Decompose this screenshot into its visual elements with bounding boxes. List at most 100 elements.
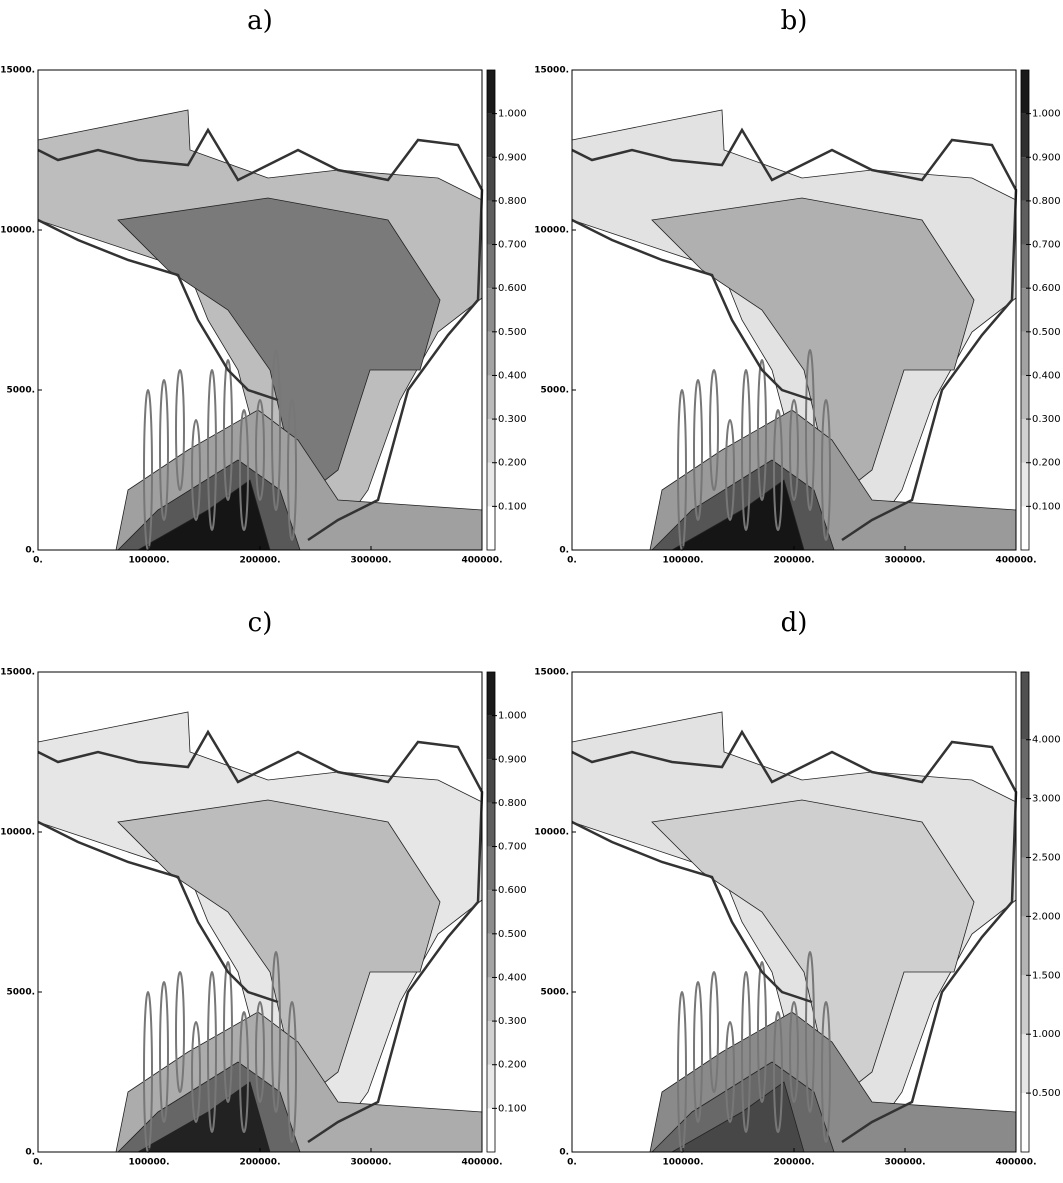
colorbar-label: 0.700 (498, 240, 527, 251)
contour-region (651, 799, 975, 1103)
x-tick-label: 400000. (996, 1158, 1037, 1168)
x-tick-label: 100000. (663, 556, 704, 566)
y-tick-label: 5000. (541, 386, 569, 396)
contour-field (571, 109, 1018, 551)
colorbar-frame (1020, 69, 1030, 551)
contour-loop (159, 981, 169, 1123)
panel: a)0. 100000. 200000. 300000. 400000.0.5000.1… (0, 6, 526, 566)
contour-loop (207, 369, 217, 531)
colorbar-label: 4.000 (1032, 735, 1061, 746)
colorbar-label: 0.200 (498, 1060, 527, 1071)
contour-loop (287, 1001, 297, 1143)
contour-loop (757, 961, 767, 1103)
x-tick-label: 200000. (240, 556, 281, 566)
y-tick-label: 0. (559, 546, 569, 556)
colorbar-band (487, 846, 495, 891)
x-tick-label: 100000. (129, 556, 170, 566)
colorbar-label: 1.500 (1032, 970, 1061, 981)
y-tick-label: 10000. (534, 226, 569, 236)
colorbar-label: 0.900 (1032, 152, 1061, 163)
colorbar-band (1021, 157, 1029, 201)
colorbar-band (1021, 375, 1029, 420)
colorbar-label: 0.400 (1032, 370, 1061, 381)
colorbar-band (487, 200, 495, 245)
colorbar-band (487, 1021, 495, 1065)
y-tick-label: 0. (559, 1148, 569, 1158)
x-tick-label: 100000. (129, 1158, 170, 1168)
contour-loop (725, 419, 735, 521)
contour-loop (271, 349, 281, 511)
y-tick-label: 5000. (7, 386, 35, 396)
contour-loop (741, 971, 751, 1133)
colorbar-band (1021, 200, 1029, 245)
x-tick-label: 400000. (996, 556, 1037, 566)
y-tick-label: 10000. (0, 226, 35, 236)
y-tick-label: 15000. (0, 66, 35, 76)
colorbar-label: 0.800 (498, 798, 527, 809)
x-tick-label: 400000. (462, 556, 503, 566)
colorbar-label: 2.000 (1032, 911, 1061, 922)
contour-loop (741, 369, 751, 531)
panel-title: a) (247, 6, 273, 36)
colorbar-label: 0.500 (498, 929, 527, 940)
contour-loop (805, 349, 815, 511)
panel: c)0. 100000. 200000. 300000. 400000.0.5000.1… (0, 608, 526, 1168)
colorbar-band (1021, 857, 1029, 917)
colorbar-band (487, 113, 495, 158)
contour-loop (159, 379, 169, 521)
y-tick-label: 15000. (534, 668, 569, 678)
colorbar-band (487, 759, 495, 803)
colorbar-band (487, 715, 495, 760)
colorbar-band (487, 802, 495, 847)
colorbar-band (1021, 798, 1029, 858)
panel-title: b) (781, 6, 808, 36)
contour-loop (287, 399, 297, 541)
contour-loop (709, 971, 719, 1093)
x-tick-label: 300000. (351, 1158, 392, 1168)
cloud-outline (37, 127, 484, 542)
colorbar-band (1021, 331, 1029, 376)
contour-loop (789, 1001, 799, 1103)
colorbar-label: 0.400 (498, 972, 527, 983)
colorbar-band (487, 288, 495, 332)
y-tick-label: 5000. (541, 988, 569, 998)
contour-field (571, 711, 1018, 1153)
colorbar-label: 0.200 (498, 458, 527, 469)
contour-loop (223, 961, 233, 1103)
colorbar-band (487, 419, 495, 463)
contour-region (117, 799, 441, 1103)
contour-loop (693, 981, 703, 1123)
colorbar-label: 0.300 (498, 414, 527, 425)
colorbar-label: 1.000 (1032, 1029, 1061, 1040)
panel: d)0. 100000. 200000. 300000. 400000.0.5000.1… (534, 608, 1060, 1168)
colorbar-band (487, 331, 495, 376)
colorbar-band (1021, 419, 1029, 463)
colorbar-band (487, 1064, 495, 1109)
colorbar-frame (1020, 671, 1030, 1153)
colorbar-band (487, 933, 495, 978)
colorbar-band (487, 157, 495, 201)
colorbar-label: 0.600 (498, 283, 527, 294)
colorbar-frame (486, 69, 496, 551)
colorbar-band (487, 506, 495, 550)
contour-loop (757, 359, 767, 501)
x-tick-label: 200000. (774, 556, 815, 566)
contour-region (651, 197, 975, 501)
x-tick-label: 100000. (663, 1158, 704, 1168)
x-tick-label: 200000. (240, 1158, 281, 1168)
contour-loop (709, 369, 719, 491)
colorbar-label: 0.700 (1032, 240, 1061, 251)
contour-loop (175, 971, 185, 1093)
y-tick-label: 5000. (7, 988, 35, 998)
colorbar-label: 0.100 (1032, 501, 1061, 512)
colorbar-band (1021, 288, 1029, 332)
panel: b)0. 100000. 200000. 300000. 400000.0.5000.1… (534, 6, 1060, 566)
colorbar-label: 1.000 (1032, 109, 1061, 120)
contour-loop (175, 369, 185, 491)
y-tick-label: 10000. (0, 828, 35, 838)
colorbar-band (487, 977, 495, 1022)
y-tick-label: 0. (25, 1148, 35, 1158)
colorbar-band (487, 462, 495, 507)
x-tick-label: 300000. (351, 556, 392, 566)
